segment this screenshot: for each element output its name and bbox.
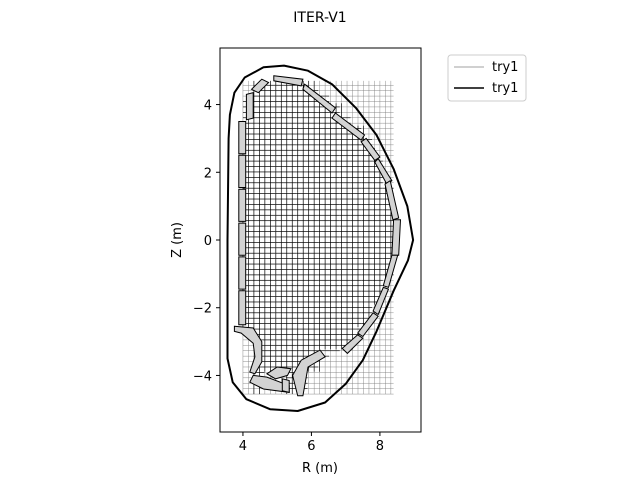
legend-label-try1-gray: try1: [492, 60, 518, 75]
x-tick-label: 6: [307, 439, 315, 454]
x-tick-label: 4: [239, 439, 247, 454]
vessel-outline: [226, 64, 415, 412]
divertor-part: [281, 378, 290, 394]
y-tick-label: 0: [204, 234, 212, 249]
blanket-module: [360, 137, 381, 162]
blanket-module: [238, 222, 247, 256]
chart-title: ITER-V1: [293, 10, 346, 26]
legend-label-try1-black: try1: [492, 81, 518, 96]
blanket-module: [384, 179, 400, 221]
blanket-module: [302, 83, 337, 114]
y-tick-label: 2: [204, 166, 212, 181]
blanket-module: [391, 219, 402, 256]
blanket-module: [238, 256, 247, 290]
y-tick-label: 4: [204, 99, 212, 114]
divertor-part: [265, 366, 292, 380]
blanket-module: [273, 75, 304, 87]
blanket-module: [382, 254, 399, 289]
blanket-module: [245, 92, 254, 121]
blanket-module: [356, 312, 379, 338]
axis-ticks: 4 6 8 −4 −2 0 2 4: [193, 99, 384, 454]
x-axis-label: R (m): [302, 461, 338, 476]
plot-area: [226, 64, 415, 412]
y-tick-label: −2: [193, 302, 212, 317]
blanket-module: [341, 334, 364, 355]
blanket-module: [238, 290, 247, 326]
blanket-module: [238, 154, 247, 188]
y-axis-label: Z (m): [170, 222, 185, 258]
blanket-module: [372, 286, 390, 316]
legend: try1 try1: [447, 54, 527, 102]
blanket-module: [238, 121, 247, 155]
blanket-module: [238, 188, 247, 222]
blanket-module: [331, 112, 366, 141]
divertor-part: [292, 349, 326, 397]
y-tick-label: −4: [193, 369, 212, 384]
divertor-part: [233, 325, 263, 375]
blanket-module: [250, 78, 270, 94]
x-tick-label: 8: [376, 439, 384, 454]
